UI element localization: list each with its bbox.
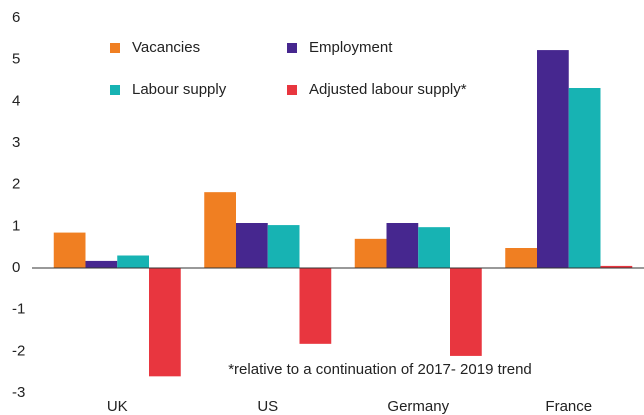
legend-swatch xyxy=(110,85,120,95)
bar xyxy=(117,255,149,268)
y-tick-label: 0 xyxy=(12,259,20,276)
legend-label: Employment xyxy=(309,39,393,56)
x-tick-label: France xyxy=(545,398,592,415)
bar xyxy=(418,227,450,268)
annotation: *relative to a continuation of 2017- 201… xyxy=(228,361,532,378)
y-tick-label: 1 xyxy=(12,217,20,234)
y-tick-label: 5 xyxy=(12,51,20,68)
x-tick-label: UK xyxy=(107,398,128,415)
bar xyxy=(537,50,569,269)
legend-swatch xyxy=(287,43,297,53)
bar xyxy=(85,260,118,268)
y-tick-label: -3 xyxy=(12,384,25,401)
bar xyxy=(505,248,537,268)
legend-swatch xyxy=(110,43,120,53)
bar xyxy=(386,223,419,268)
y-tick-label: -1 xyxy=(12,301,25,318)
bar xyxy=(236,223,268,268)
bar xyxy=(204,192,236,268)
y-tick-label: 6 xyxy=(12,9,20,26)
bar xyxy=(600,265,633,268)
bar xyxy=(267,225,300,268)
bar xyxy=(299,268,332,344)
x-tick-label: US xyxy=(257,398,278,415)
bar xyxy=(149,268,181,377)
bar xyxy=(568,88,601,268)
legend-label: Adjusted labour supply* xyxy=(309,81,467,98)
bar xyxy=(450,268,482,356)
x-tick-label: Germany xyxy=(387,398,449,415)
y-tick-label: 3 xyxy=(12,134,20,151)
legend-label: Labour supply xyxy=(132,81,227,98)
y-tick-label: 2 xyxy=(12,176,20,193)
bar xyxy=(354,238,387,268)
y-tick-label: 4 xyxy=(12,92,20,109)
legend-swatch xyxy=(287,85,297,95)
bar xyxy=(53,232,86,268)
legend-label: Vacancies xyxy=(132,39,200,56)
y-tick-label: -2 xyxy=(12,342,25,359)
